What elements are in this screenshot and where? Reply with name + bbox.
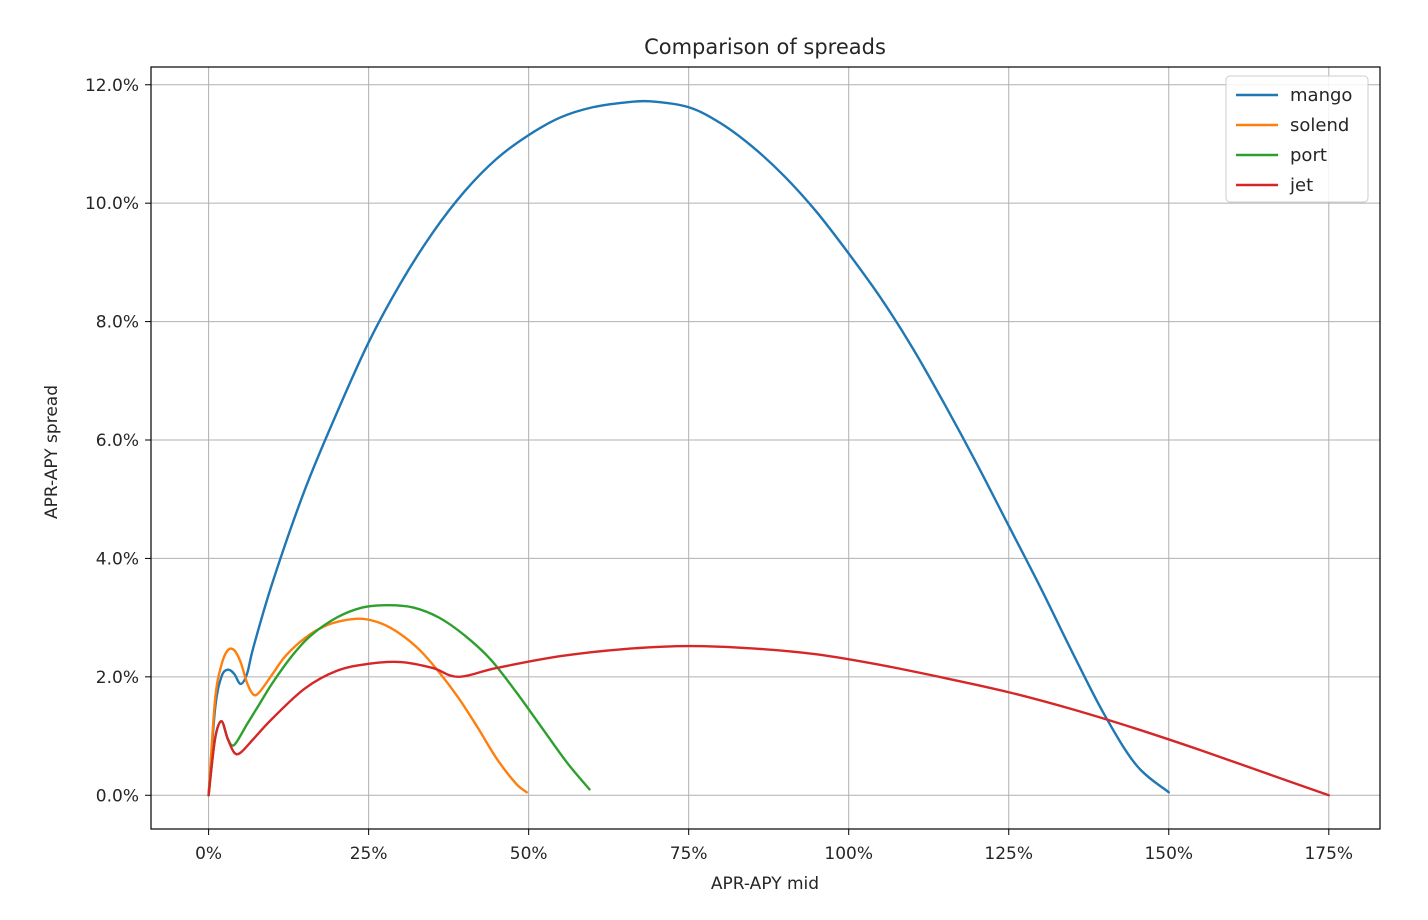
series-lines [207, 99, 1330, 797]
grid [151, 67, 1380, 829]
x-tick-label: 100% [824, 844, 873, 864]
y-tick-label: 4.0% [96, 549, 139, 569]
x-tick-label: 75% [670, 844, 708, 864]
y-tick-label: 10.0% [85, 194, 139, 214]
series-line-mango [207, 99, 1170, 797]
y-axis-label: APR-APY spread [42, 385, 62, 519]
axis-ticks: 0% 25% 50% 75% 100% 125% 150% 175% 0.0% 2.0% 4.0% 6… [85, 76, 1353, 864]
x-tick-label: 0% [195, 844, 222, 864]
series-line-jet [207, 644, 1330, 797]
plot-frame [150, 66, 1381, 830]
x-tick-label: 125% [984, 844, 1033, 864]
legend-label-solend: solend [1290, 115, 1349, 136]
x-tick-label: 150% [1144, 844, 1193, 864]
legend-label-jet: jet [1289, 175, 1313, 196]
legend-label-port: port [1290, 145, 1327, 166]
y-tick-label: 12.0% [85, 76, 139, 96]
chart-title: Comparison of spreads [644, 35, 886, 59]
x-axis-label: APR-APY mid [711, 874, 819, 894]
y-tick-label: 6.0% [96, 431, 139, 451]
x-tick-label: 175% [1304, 844, 1353, 864]
legend-label-mango: mango [1290, 85, 1352, 106]
legend: mango solend port jet [1225, 75, 1369, 203]
y-tick-label: 0.0% [96, 786, 139, 806]
x-tick-label: 50% [510, 844, 548, 864]
x-tick-label: 25% [350, 844, 388, 864]
y-tick-label: 8.0% [96, 313, 139, 333]
legend-box [1225, 75, 1369, 203]
y-tick-label: 2.0% [96, 668, 139, 688]
